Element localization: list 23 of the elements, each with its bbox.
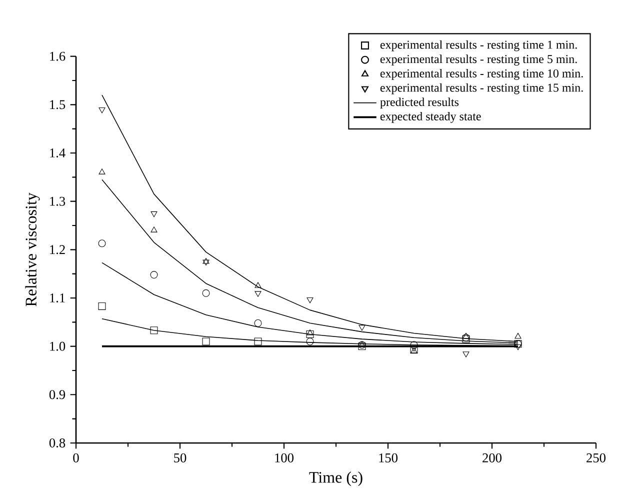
x-axis-title: Time (s) [309, 472, 362, 486]
legend-label: experimental results - resting time 15 min. [380, 83, 583, 94]
legend-label: experimental results - resting time 10 min. [380, 68, 583, 80]
x-tick-label: 200 [482, 453, 502, 462]
legend-label: experimental results - resting time 1 min. [380, 40, 577, 52]
legend-label: experimental results - resting time 5 min. [380, 54, 577, 66]
y-tick-label: 1.0 [50, 342, 66, 351]
y-tick-label: 1.4 [50, 148, 66, 158]
x-tick-label: 100 [275, 453, 294, 462]
y-tick-label: 1.6 [50, 52, 66, 61]
y-tick-label: 1.5 [50, 100, 66, 110]
x-tick-label: 150 [379, 453, 398, 462]
y-tick-label: 0.8 [49, 438, 66, 448]
legend-label: expected steady state [380, 112, 481, 123]
x-tick-label: 0 [73, 453, 79, 462]
y-axis-title: Relative viscosity [25, 192, 40, 306]
y-tick-label: 1.2 [50, 245, 65, 254]
y-tick-label: 1.1 [50, 293, 65, 302]
legend-label: predicted results [380, 98, 459, 109]
y-tick-label: 1.3 [50, 196, 66, 206]
y-tick-label: 0.9 [49, 390, 66, 400]
x-tick-label: 250 [586, 453, 606, 462]
x-tick-label: 50 [174, 453, 186, 462]
